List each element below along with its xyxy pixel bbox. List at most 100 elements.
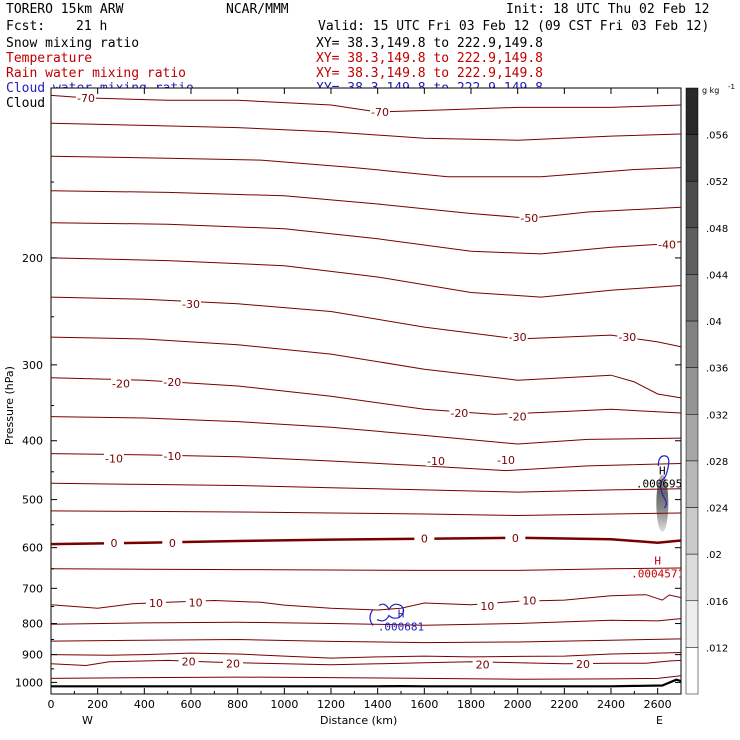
- temperature-contour-line: [51, 190, 681, 219]
- colorbar-unit: g kg: [702, 86, 719, 95]
- temperature-contour-label: -70: [371, 106, 389, 119]
- temperature-contour-line: [51, 155, 681, 178]
- contour-label-bg: [111, 377, 131, 389]
- field-xy-label: XY= 38.3,149.8 to 222.9,149.8: [316, 51, 543, 66]
- colorbar-tick-label: .044: [706, 270, 728, 281]
- colorbar-tick-label: .012: [706, 643, 728, 654]
- center-title: NCAR/MMM: [226, 2, 289, 17]
- colorbar-segment: [685, 553, 699, 602]
- temperature-contour-line: [51, 652, 681, 659]
- temperature-contour-label: -10: [163, 450, 181, 463]
- contour-label-bg: [185, 596, 206, 608]
- colorbar-tick-label: .052: [706, 177, 728, 188]
- x-tick-label: 200: [87, 698, 108, 711]
- temperature-contour-label: -70: [77, 92, 95, 105]
- temperature-contour-label: -10: [105, 453, 123, 466]
- colorbar-segment: [685, 507, 699, 555]
- temperature-contour-line: [51, 594, 681, 611]
- contour-label-bg: [76, 91, 96, 103]
- temperature-contour-line: [51, 618, 681, 626]
- temperature-contour-label: 0: [169, 537, 176, 550]
- model-title: TORERO 15km ARW: [6, 2, 124, 17]
- high-value-label: .0004571: [631, 568, 684, 581]
- x-tick-label: 1800: [457, 698, 485, 711]
- colorbar-tick-label: .02: [706, 550, 722, 561]
- temperature-contour-label: -30: [182, 298, 200, 311]
- contour-label-bg: [505, 531, 526, 543]
- contour-label-bg: [426, 455, 446, 467]
- temperature-contour-label: 20: [476, 659, 490, 672]
- plot-area: -70 -70 -50 -40 -30 -30 -30 -20 -20 -20 -20 -10 -10 -…: [50, 87, 689, 695]
- field-name-label: Temperature: [6, 51, 92, 66]
- y-tick-label: 200: [22, 252, 43, 265]
- x-tick-label: 600: [181, 698, 202, 711]
- x-axis-title: Distance (km): [320, 714, 397, 727]
- x-tick-label: 2000: [504, 698, 532, 711]
- colorbar-tick-label: .048: [706, 224, 728, 235]
- west-label: W: [82, 714, 93, 727]
- temperature-contour-label: 20: [576, 658, 590, 671]
- temperature-contour-line: [51, 416, 681, 445]
- contour-label-bg: [162, 536, 183, 548]
- contour-label-bg: [519, 594, 540, 606]
- init-time: Init: 18 UTC Thu 02 Feb 12: [506, 2, 710, 17]
- y-tick-label: 900: [22, 649, 43, 662]
- x-tick-label: 1000: [270, 698, 298, 711]
- y-tick-label: 1000: [15, 676, 43, 689]
- y-tick-label: 500: [22, 494, 43, 507]
- x-tick-label: 0: [48, 698, 55, 711]
- forecast-value: 21 h: [76, 19, 107, 34]
- colorbar-tick-label: .024: [706, 504, 728, 515]
- y-tick-label: 300: [22, 359, 43, 372]
- temperature-contour-line: [51, 659, 681, 667]
- contour-label-bg: [162, 375, 183, 387]
- contour-label-bg: [657, 238, 677, 250]
- temperature-contour-label: -10: [497, 454, 515, 467]
- colorbar-unit-exponent: -1: [728, 83, 735, 91]
- x-tick-label: 1200: [317, 698, 345, 711]
- temperature-contour-label: -40: [658, 238, 676, 251]
- temperature-contour-label: -20: [509, 411, 527, 424]
- colorbar-segment: [685, 320, 699, 368]
- field-xy-label: XY= 38.3,149.8 to 222.9,149.8: [316, 66, 543, 81]
- temperature-contour-label: 20: [226, 657, 240, 670]
- temperature-contour-label: 10: [522, 594, 536, 607]
- colorbar-segment: [685, 367, 699, 415]
- x-tick-label: 400: [134, 698, 155, 711]
- temperature-contour-line: [51, 567, 681, 571]
- field-name-label: Rain water mixing ratio: [6, 66, 186, 81]
- contour-label-bg: [617, 331, 638, 343]
- contour-label-bg: [496, 453, 516, 465]
- contour-label-bg: [449, 406, 470, 418]
- temperature-contour-line: [51, 296, 681, 348]
- temperature-contour-label: 20: [182, 655, 196, 668]
- valid-time: Valid: 15 UTC Fri 03 Feb 12 (09 CST Fri …: [318, 19, 709, 34]
- high-value-label: .000681: [378, 621, 424, 634]
- temperature-contour-label: 0: [421, 533, 428, 546]
- contour-label-bg: [507, 410, 528, 422]
- high-value-label: .0006958: [636, 478, 689, 491]
- high-marker: H: [659, 465, 666, 478]
- x-tick-label: 2400: [597, 698, 625, 711]
- temperature-contour-label: 10: [149, 597, 163, 610]
- colorbar-tick-label: .028: [706, 457, 728, 468]
- colorbar-segment: [685, 134, 699, 182]
- plot-frame: [50, 87, 682, 695]
- contour-label-bg: [223, 657, 243, 669]
- colorbar-segment: [685, 227, 699, 275]
- colorbar-segment: [685, 414, 699, 462]
- contour-label-bg: [472, 658, 493, 670]
- temperature-contour-line: [51, 675, 681, 680]
- contour-label-bg: [370, 105, 390, 117]
- temperature-contour-label: 0: [111, 537, 118, 550]
- east-label: E: [656, 714, 663, 727]
- colorbar-tick-label: .016: [706, 597, 728, 608]
- colorbar-segment: [685, 647, 699, 695]
- contour-label-bg: [162, 450, 183, 462]
- field-xy-label: XY= 38.3,149.8 to 222.9,149.8: [316, 36, 543, 51]
- temperature-contour-label: -20: [112, 378, 130, 391]
- forecast-label: Fcst:: [6, 19, 45, 34]
- temperature-contour-label: -30: [509, 331, 527, 344]
- x-tick-label: 1400: [364, 698, 392, 711]
